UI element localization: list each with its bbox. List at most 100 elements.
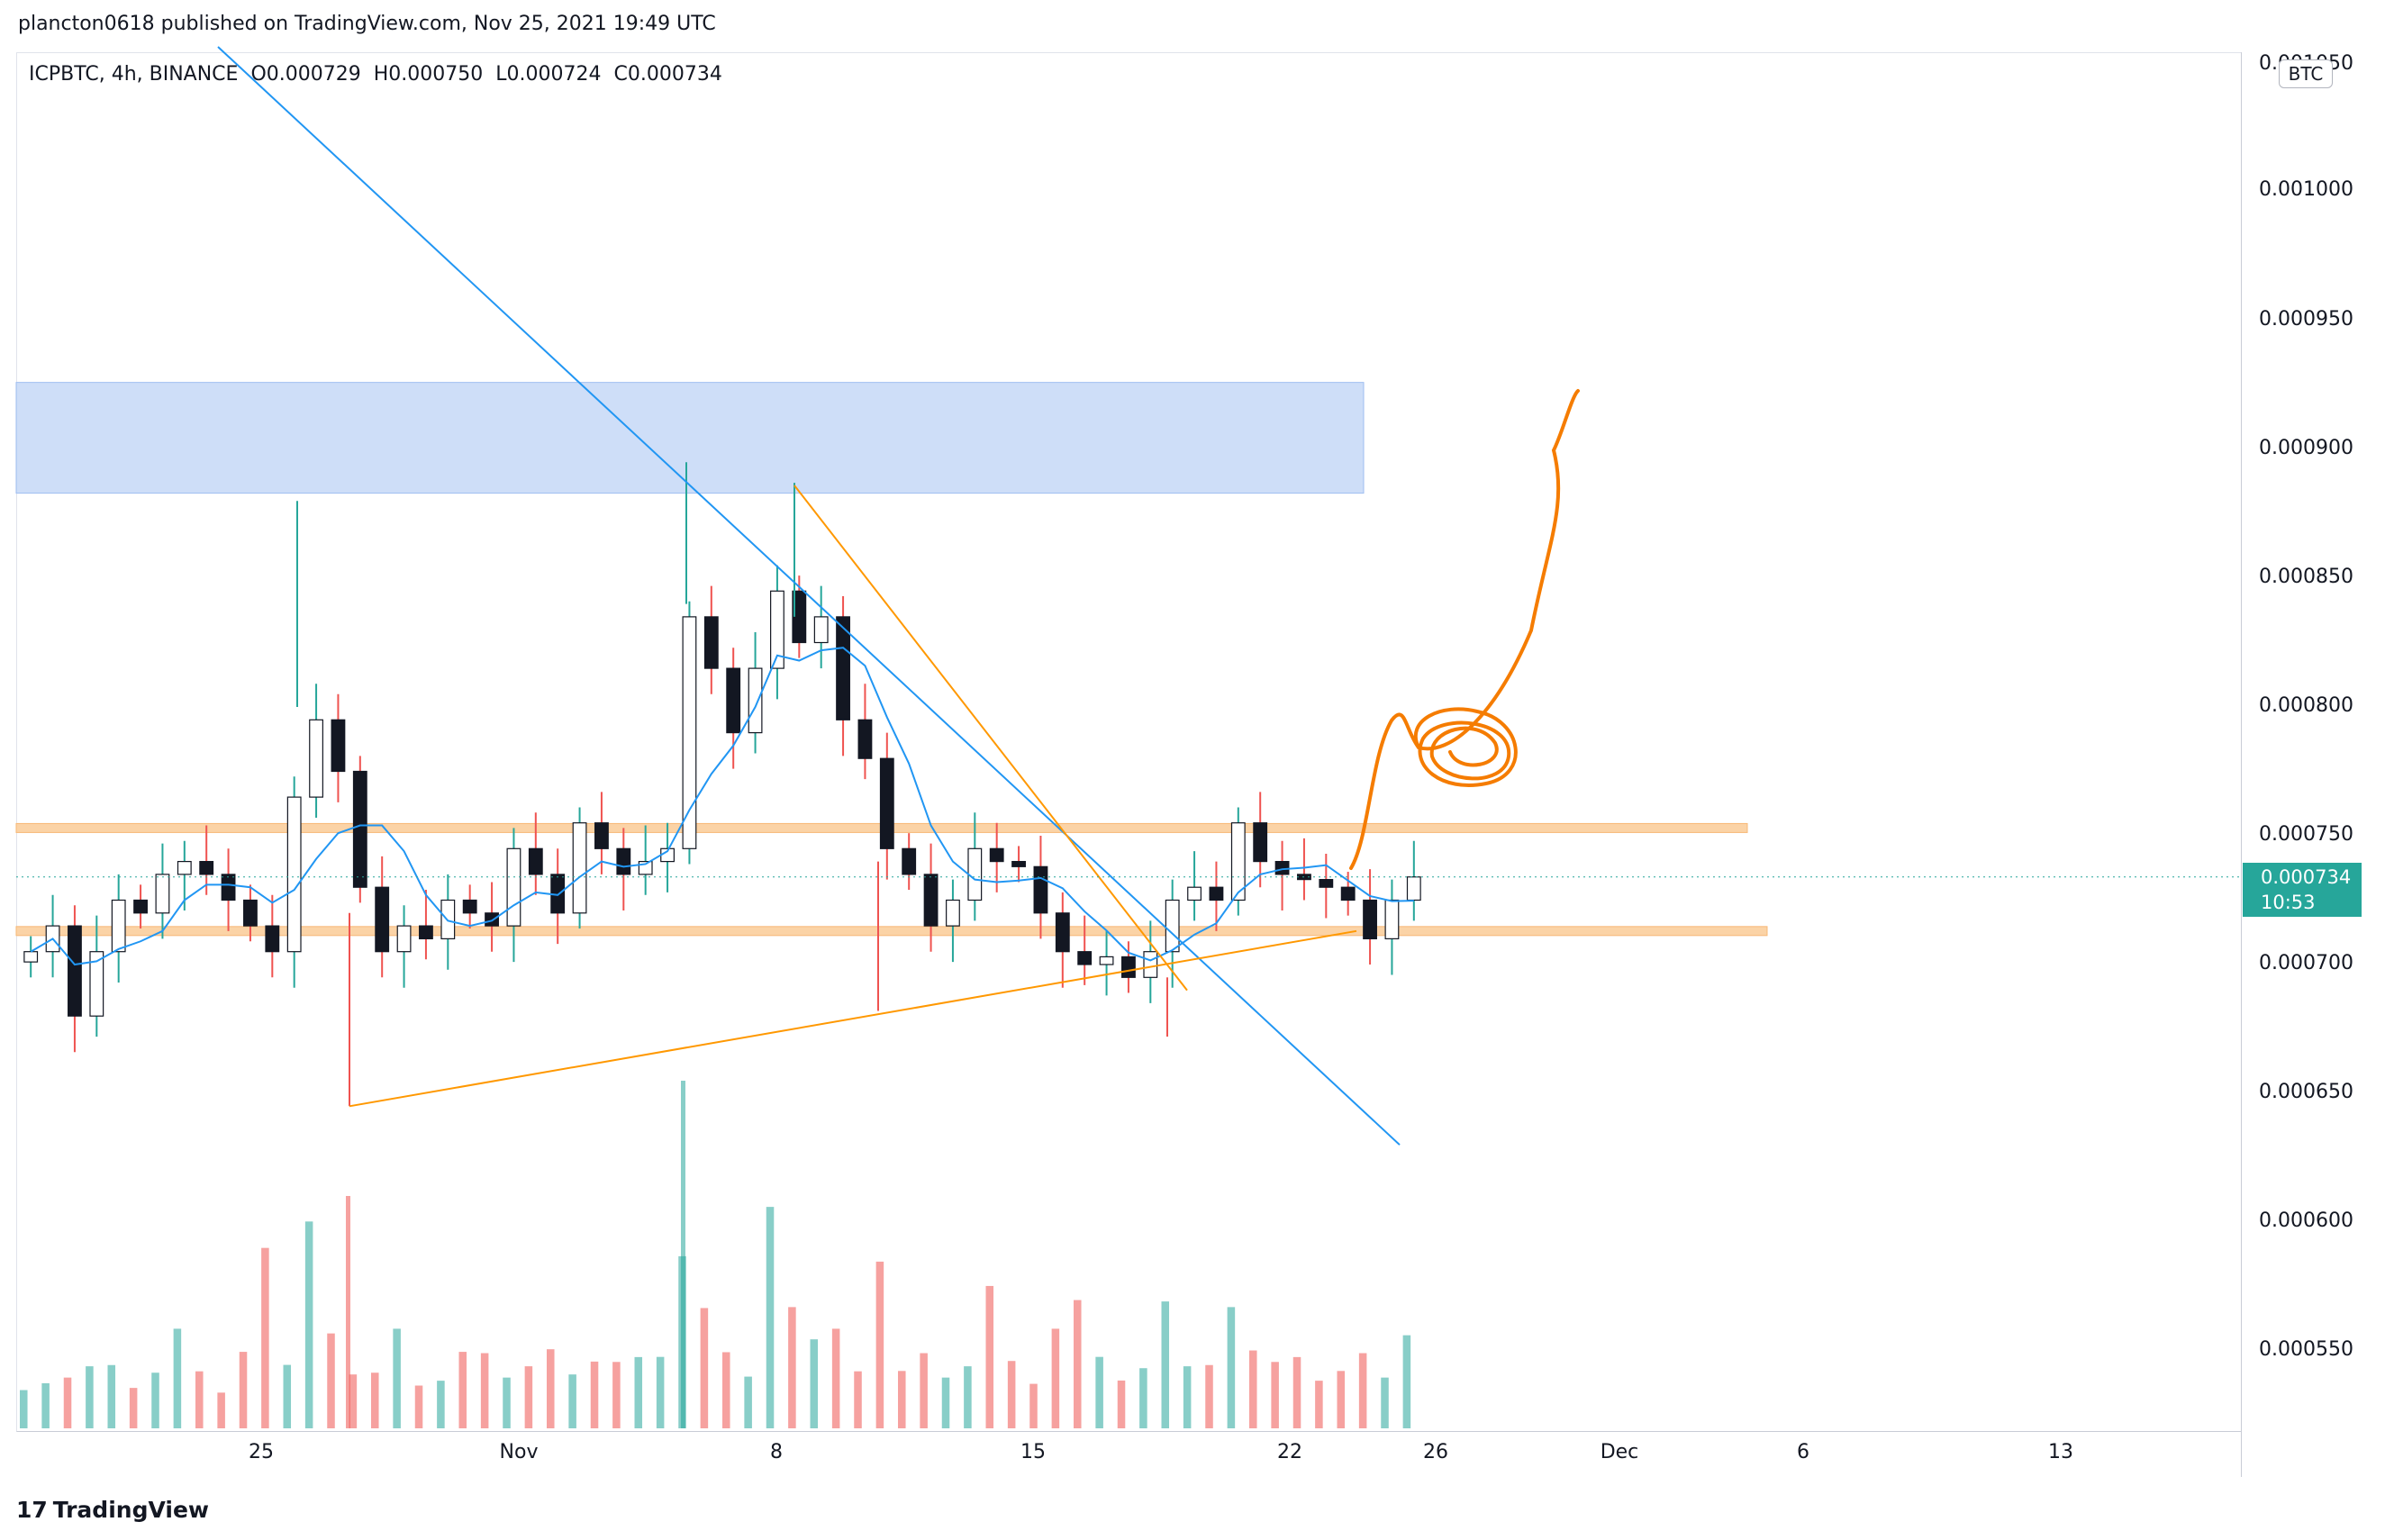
- brand-name: TradingView: [52, 1497, 209, 1523]
- volume-bar: [371, 1372, 379, 1428]
- price-label: 0.000800: [2259, 694, 2353, 717]
- currency-badge[interactable]: BTC: [2279, 59, 2333, 88]
- volume-bar: [854, 1371, 862, 1428]
- symbol-legend: ICPBTC, 4h, BINANCE O0.000729 H0.000750 L0.…: [29, 63, 735, 86]
- candle-body: [989, 847, 1004, 863]
- candle-body: [1055, 912, 1070, 953]
- volume-bar: [985, 1285, 994, 1428]
- volume-bar: [1139, 1368, 1147, 1428]
- candle-body: [89, 951, 104, 1017]
- candle-body: [1363, 899, 1377, 940]
- candle-body: [1230, 822, 1246, 901]
- candle-body: [1274, 860, 1290, 875]
- candle-body: [1319, 879, 1334, 888]
- supply-zone-rectangle: [15, 382, 1365, 494]
- candle-body: [902, 847, 917, 875]
- candle-body: [375, 886, 390, 953]
- candle-body: [286, 796, 302, 953]
- volume-bar: [1095, 1356, 1103, 1428]
- time-label: 25: [249, 1441, 274, 1463]
- candle-body: [1099, 956, 1114, 965]
- price-axis-border: [2241, 52, 2242, 1477]
- volume-bar: [875, 1261, 884, 1428]
- volume-bar: [810, 1339, 819, 1428]
- price-label: 0.000950: [2259, 308, 2353, 331]
- time-label: 13: [2048, 1441, 2073, 1463]
- volume-bar: [590, 1361, 599, 1428]
- candle-body: [1406, 876, 1421, 901]
- candle-body: [946, 899, 960, 927]
- orange-support-line: [349, 929, 1357, 1108]
- chart-pane[interactable]: [16, 52, 2242, 1432]
- candle-body: [1143, 951, 1158, 978]
- volume-bar: [195, 1371, 204, 1428]
- low-value: L0.000724: [495, 63, 602, 86]
- candle-body: [133, 899, 148, 914]
- last-price-tag: 0.000734 10:53: [2243, 863, 2362, 917]
- candle-body: [155, 874, 170, 914]
- volume-bar: [1249, 1350, 1257, 1428]
- time-label: Nov: [499, 1441, 539, 1463]
- candle-body: [68, 925, 82, 1017]
- volume-bar: [681, 1081, 685, 1428]
- candle-body: [419, 925, 433, 939]
- high-value: H0.000750: [373, 63, 484, 86]
- volume-bar: [788, 1307, 796, 1428]
- time-label: Dec: [1600, 1441, 1639, 1463]
- volume-bar: [458, 1352, 467, 1428]
- candle-body: [199, 860, 214, 875]
- volume-bar: [20, 1390, 28, 1428]
- candle-body: [1384, 899, 1400, 940]
- volume-bar: [920, 1353, 928, 1428]
- price-label: 0.000650: [2259, 1081, 2353, 1103]
- volume-bar: [437, 1381, 445, 1428]
- candle-body: [703, 616, 719, 669]
- price-label: 0.000900: [2259, 437, 2353, 459]
- volume-bar: [63, 1377, 72, 1428]
- volume-bar: [1029, 1383, 1038, 1428]
- volume-bar: [568, 1374, 576, 1428]
- time-label: 15: [1020, 1441, 1046, 1463]
- price-label: 0.000600: [2259, 1209, 2353, 1232]
- candle-body: [1033, 865, 1048, 914]
- candle-body: [1187, 886, 1202, 901]
- candle-body: [396, 925, 412, 953]
- volume-bar: [1358, 1353, 1367, 1428]
- time-label: 6: [1797, 1441, 1809, 1463]
- symbol-info[interactable]: ICPBTC, 4h, BINANCE: [29, 63, 239, 86]
- candle-body: [23, 951, 39, 963]
- volume-bar: [1337, 1371, 1346, 1428]
- candle-body: [748, 667, 763, 734]
- volume-bar: [86, 1366, 94, 1428]
- volume-bar: [503, 1377, 511, 1428]
- volume-bar: [1227, 1307, 1236, 1428]
- candle-body: [1077, 951, 1093, 965]
- volume-bar: [283, 1364, 292, 1428]
- candle-body: [506, 847, 521, 927]
- volume-bar: [1205, 1364, 1213, 1428]
- moving-average-line: [30, 647, 1414, 966]
- candle-body: [770, 590, 784, 669]
- descending-trendline: [217, 46, 1401, 1146]
- volume-bar: [831, 1328, 840, 1428]
- volume-bar: [393, 1328, 401, 1428]
- candle-body: [594, 822, 609, 849]
- volume-bar: [239, 1352, 248, 1428]
- volume-bar: [261, 1247, 269, 1428]
- volume-bar: [1117, 1380, 1126, 1428]
- volume-bar: [1292, 1356, 1301, 1428]
- volume-bar: [173, 1328, 182, 1428]
- close-value: C0.000734: [613, 63, 722, 86]
- volume-bar: [217, 1392, 225, 1428]
- candle-body: [331, 719, 346, 773]
- tradingview-brand[interactable]: 17 TradingView: [16, 1497, 209, 1523]
- candle-body: [616, 847, 631, 875]
- candle-body: [726, 667, 741, 734]
- candle-body: [265, 925, 280, 953]
- volume-bar: [612, 1362, 621, 1428]
- volume-bar: [480, 1353, 489, 1428]
- volume-bar: [1381, 1377, 1389, 1428]
- candle-body: [221, 874, 236, 901]
- candle-body: [923, 874, 939, 927]
